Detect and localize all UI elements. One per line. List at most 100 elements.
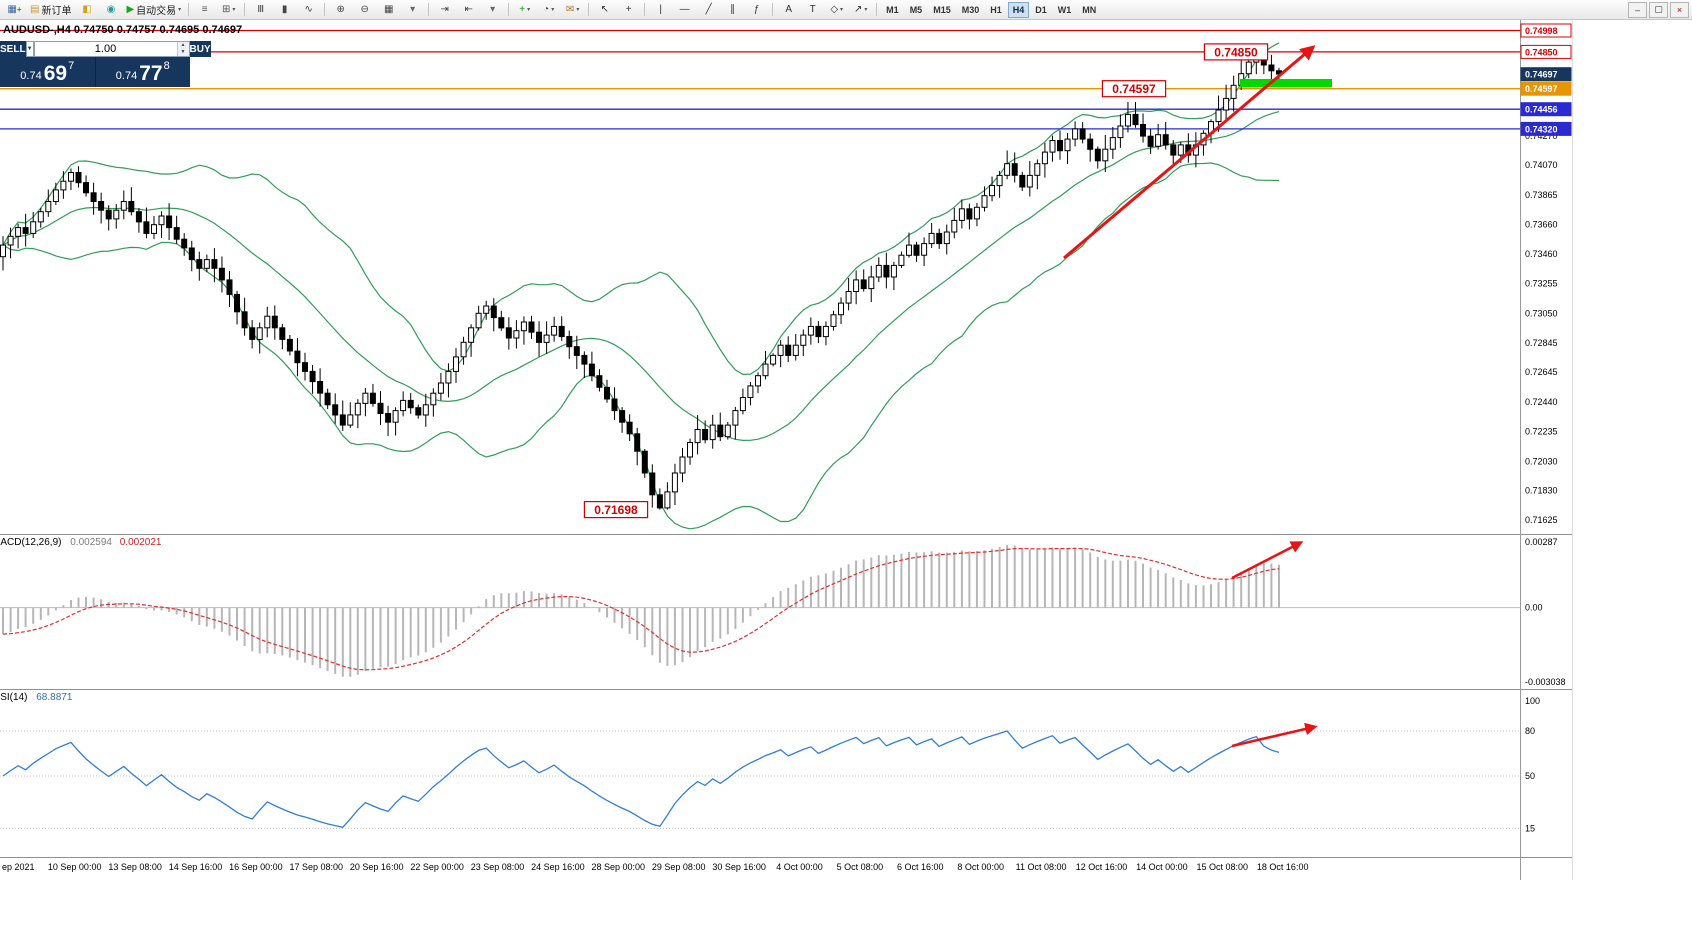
trend-arrow-main[interactable]	[1063, 45, 1316, 260]
sell-price-point: 7	[68, 60, 75, 72]
vertical-line-icon[interactable]: |	[649, 1, 672, 19]
timeframe-h1-button[interactable]: H1	[990, 4, 1002, 15]
support-zone-highlight[interactable]	[1240, 79, 1332, 88]
timeframe-m1-button[interactable]: M1	[886, 4, 899, 15]
close-button[interactable]: ×	[1670, 1, 1689, 18]
time-label: 22 Sep 00:00	[410, 862, 464, 872]
timeframe-m15-button[interactable]: M15	[933, 4, 951, 15]
navigator-icon-glyph: ⊞	[221, 3, 231, 15]
arrows-tool-icon[interactable]: ↗ ▾	[849, 1, 872, 19]
price-tick-label: 0.72030	[1525, 456, 1558, 466]
arrows-tool-icon-glyph: ↗	[853, 3, 863, 15]
price-callout[interactable]: 0.71698	[583, 501, 649, 519]
fibonacci-icon[interactable]: ƒ	[745, 1, 768, 19]
price-chart-canvas[interactable]: 0.74850 0.74597 0.71698 0.74270 0.74070 0.738…	[0, 20, 1572, 534]
macd-signal-line	[2, 547, 1280, 671]
trendline-icon[interactable]: ╱	[697, 1, 720, 19]
new-chart-button-badge: +	[16, 5, 22, 14]
scale-separator	[1520, 858, 1521, 880]
toolbar-separator	[244, 3, 246, 16]
data-window-icon[interactable]: ≡	[193, 1, 216, 19]
timeframe-w1-button[interactable]: W1	[1057, 4, 1072, 15]
buy-price-point: 8	[163, 60, 170, 72]
scroll-caret[interactable]: ▾	[481, 1, 504, 19]
lot-dropdown[interactable]: ▼	[25, 41, 34, 57]
price-callout[interactable]: 0.74850	[1203, 43, 1269, 61]
new-chart-button[interactable]: ▦ +	[3, 1, 26, 19]
horizontal-line-icon[interactable]: —	[673, 1, 696, 19]
chart-window: 0.74850 0.74597 0.71698 0.74270 0.74070 0.738…	[0, 20, 1573, 880]
window-controls: – ▢ ×	[1628, 1, 1689, 18]
chart-shift-icon[interactable]: ⇤	[457, 1, 480, 19]
buy-price[interactable]: 0.74 77 8	[95, 57, 190, 87]
time-label: 17 Sep 08:00	[289, 862, 344, 872]
text-tool-icon[interactable]: A	[777, 1, 800, 19]
price-scale-flag: 0.74998	[1520, 23, 1572, 38]
zoom-in-icon[interactable]: ⊕	[329, 1, 352, 19]
market-icon[interactable]: ◉	[99, 1, 122, 19]
macd-signal-value: 0.002021	[119, 537, 162, 548]
cursor-icon[interactable]: ↖	[593, 1, 616, 19]
periods-icon[interactable]: ◔ ▾	[537, 1, 560, 19]
time-label: 6 Oct 16:00	[897, 862, 944, 872]
navigator-icon[interactable]: ⊞ ▾	[217, 1, 240, 19]
timeframe-d1-button[interactable]: D1	[1035, 4, 1047, 15]
rsi-panel-canvas[interactable]: 100 80 50 15	[0, 689, 1572, 857]
toolbar-separator	[428, 3, 430, 16]
sell-price[interactable]: 0.74 69 7	[0, 57, 95, 87]
crosshair-icon[interactable]: +	[617, 1, 640, 19]
lot-size-input[interactable]	[34, 42, 177, 56]
time-axis[interactable]: ep 2021 10 Sep 00:00 13 Sep 08:00 14 Sep 16…	[0, 857, 1572, 880]
time-label: 23 Sep 08:00	[470, 862, 525, 872]
fibonacci-icon-glyph: ƒ	[753, 3, 760, 15]
chevron-down-icon: ▼	[26, 46, 33, 52]
text-label-icon[interactable]: T	[801, 1, 824, 19]
bollinger-bands	[2, 42, 1280, 530]
panel-separator[interactable]	[0, 689, 1572, 690]
channel-icon[interactable]: ∥	[721, 1, 744, 19]
zoom-out-icon[interactable]: ⊖	[353, 1, 376, 19]
price-scale-flag: 0.74456	[1520, 102, 1572, 117]
lot-increase-button[interactable]: ▲	[177, 42, 189, 49]
auto-scroll-icon-glyph: ⇥	[440, 3, 449, 15]
data-window-icon-glyph: ≡	[201, 3, 208, 15]
timeframe-mn-button[interactable]: MN	[1082, 4, 1097, 15]
indicators-icon[interactable]: + ▾	[513, 1, 536, 19]
zoom-in-icon-glyph: ⊕	[336, 3, 345, 15]
mql5-community-icon[interactable]: ◧	[75, 1, 98, 19]
line-chart-icon[interactable]: ∿	[297, 1, 320, 19]
price-tick-label: 0.73660	[1525, 220, 1558, 230]
price-scale[interactable]: 0.74270 0.74070 0.73865 0.73660 0.73460 0.732…	[1520, 23, 1572, 525]
trend-arrow-rsi[interactable]	[1231, 722, 1318, 748]
bar-chart-icon[interactable]: Ⅲ	[249, 1, 272, 19]
toolbar-separator	[644, 3, 646, 16]
price-scale-flag: 0.74850	[1520, 44, 1572, 59]
macd-scale-label: 0.00	[1525, 603, 1543, 613]
buy-button[interactable]: BUY	[189, 41, 211, 57]
autotrade-button[interactable]: ▶ 自动交易 ▾	[123, 1, 184, 19]
chevron-down-icon: ▾	[527, 7, 531, 13]
arrange-caret[interactable]: ▾	[401, 1, 424, 19]
panel-separator[interactable]	[0, 534, 1572, 535]
trend-arrow-macd[interactable]	[1231, 541, 1304, 580]
toolbar-separator	[188, 3, 190, 16]
timeframe-h4-button[interactable]: H4	[1007, 1, 1030, 18]
macd-panel-canvas[interactable]: 0.00287 0.00 -0.003038	[0, 534, 1572, 689]
timeframe-m30-button[interactable]: M30	[961, 4, 980, 15]
time-label: 20 Sep 16:00	[349, 862, 404, 872]
shapes-icon[interactable]: ◇ ▾	[825, 1, 848, 19]
new-order-button[interactable]: ▤ 新订单	[27, 1, 74, 19]
tile-windows-icon[interactable]: ▦	[377, 1, 400, 19]
autotrade-button-glyph: ▶	[126, 3, 135, 15]
templates-icon[interactable]: ✉ ▾	[561, 1, 584, 19]
auto-scroll-icon[interactable]: ⇥	[433, 1, 456, 19]
minimize-button[interactable]: –	[1628, 1, 1647, 18]
tile-windows-icon-glyph: ▦	[383, 3, 394, 15]
timeframe-m5-button[interactable]: M5	[909, 4, 923, 15]
sell-button[interactable]: SELL	[0, 41, 26, 57]
price-callout[interactable]: 0.74597	[1101, 80, 1167, 98]
candlestick-chart-icon[interactable]: ▮	[273, 1, 296, 19]
price-scale-flag: 0.74320	[1520, 121, 1572, 136]
lot-decrease-button[interactable]: ▼	[177, 49, 189, 56]
restore-button[interactable]: ▢	[1649, 1, 1668, 18]
